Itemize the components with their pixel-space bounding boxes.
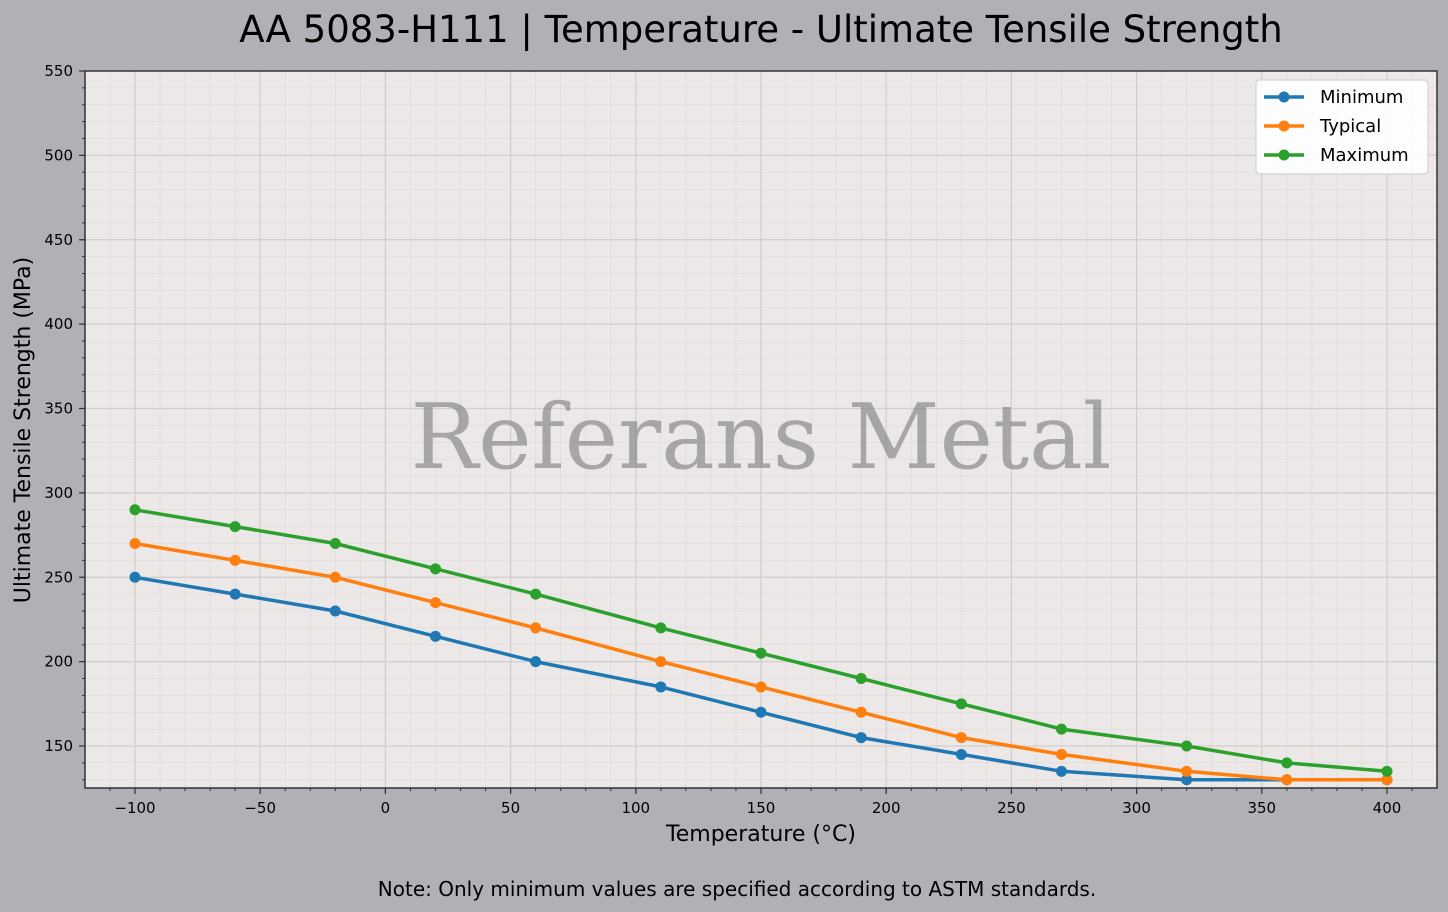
data-point-maximum bbox=[755, 647, 767, 659]
x-tick-label: 250 bbox=[997, 799, 1026, 817]
x-tick-label: −50 bbox=[244, 799, 276, 817]
legend-box bbox=[1255, 79, 1429, 175]
x-tick-label: −100 bbox=[114, 799, 155, 817]
data-point-minimum bbox=[655, 681, 667, 693]
data-point-minimum bbox=[429, 630, 441, 642]
data-point-typical bbox=[229, 554, 241, 566]
x-tick-label: 100 bbox=[621, 799, 650, 817]
data-point-typical bbox=[955, 732, 967, 744]
data-point-typical bbox=[1181, 765, 1193, 777]
data-point-maximum bbox=[1181, 740, 1193, 752]
data-point-minimum bbox=[855, 732, 867, 744]
data-point-maximum bbox=[329, 538, 341, 549]
data-point-typical bbox=[329, 571, 341, 583]
y-tick-label: 300 bbox=[44, 484, 73, 502]
data-point-typical bbox=[429, 597, 441, 609]
legend: Minimum Typical Maximum bbox=[1255, 79, 1429, 175]
data-point-maximum bbox=[1281, 757, 1293, 769]
data-point-maximum bbox=[1381, 765, 1393, 777]
data-point-maximum bbox=[655, 622, 667, 634]
y-tick-label: 200 bbox=[44, 653, 73, 671]
legend-marker-minimum bbox=[1278, 91, 1290, 103]
data-point-minimum bbox=[955, 748, 967, 760]
y-axis-label: Ultimate Tensile Strength (MPa) bbox=[11, 257, 36, 603]
y-tick-label: 350 bbox=[44, 400, 73, 418]
data-point-minimum bbox=[755, 706, 767, 718]
y-tick-label: 400 bbox=[44, 315, 73, 333]
data-point-minimum bbox=[1055, 765, 1067, 777]
x-tick-label: 400 bbox=[1373, 799, 1402, 817]
major-grid bbox=[85, 70, 1437, 788]
data-point-maximum bbox=[129, 504, 141, 516]
footnote: Note: Only minimum values are specified … bbox=[378, 877, 1096, 901]
x-tick-label: 200 bbox=[872, 799, 901, 817]
x-tick-label: 0 bbox=[381, 799, 391, 817]
x-tick-label: 150 bbox=[747, 799, 776, 817]
legend-marker-typical bbox=[1278, 120, 1290, 132]
data-point-maximum bbox=[1055, 723, 1067, 735]
legend-label-maximum: Maximum bbox=[1320, 145, 1409, 166]
y-axis-ticks: 150 200 250 300 350 400 450 500 550 bbox=[44, 62, 85, 781]
data-point-minimum bbox=[129, 571, 141, 583]
watermark: Referans Metal bbox=[410, 385, 1111, 490]
data-point-typical bbox=[1055, 748, 1067, 760]
x-tick-label: 300 bbox=[1122, 799, 1151, 817]
data-point-maximum bbox=[229, 521, 241, 533]
y-tick-label: 500 bbox=[44, 146, 73, 164]
x-tick-label: 50 bbox=[501, 799, 520, 817]
y-tick-label: 450 bbox=[44, 231, 73, 249]
data-point-maximum bbox=[530, 588, 542, 600]
data-point-typical bbox=[530, 622, 542, 634]
data-point-minimum bbox=[530, 656, 542, 668]
y-tick-label: 250 bbox=[44, 568, 73, 586]
data-point-typical bbox=[1381, 774, 1393, 786]
data-point-typical bbox=[755, 681, 767, 693]
data-point-typical bbox=[1281, 774, 1293, 786]
x-tick-label: 350 bbox=[1247, 799, 1276, 817]
data-point-typical bbox=[855, 706, 867, 718]
data-point-minimum bbox=[229, 588, 241, 600]
x-axis-ticks: −100 −50 0 50 100 150 200 250 300 350 400 bbox=[109, 788, 1413, 817]
data-point-maximum bbox=[429, 563, 441, 575]
x-axis-label: Temperature (°C) bbox=[665, 822, 856, 847]
legend-label-minimum: Minimum bbox=[1320, 87, 1403, 108]
data-point-maximum bbox=[855, 673, 867, 684]
data-point-typical bbox=[129, 538, 141, 549]
data-point-minimum bbox=[329, 605, 341, 617]
legend-marker-maximum bbox=[1278, 149, 1290, 161]
y-tick-label: 550 bbox=[44, 62, 73, 80]
data-point-maximum bbox=[955, 698, 967, 710]
y-tick-label: 150 bbox=[44, 737, 73, 755]
data-point-minimum bbox=[1181, 774, 1193, 786]
chart-title: AA 5083-H111 | Temperature - Ultimate Te… bbox=[239, 8, 1282, 51]
legend-label-typical: Typical bbox=[1319, 116, 1381, 137]
data-point-typical bbox=[655, 656, 667, 668]
series-layer bbox=[129, 504, 1393, 786]
